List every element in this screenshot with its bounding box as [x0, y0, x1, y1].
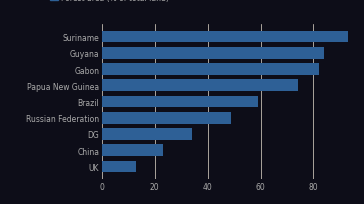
Bar — [102, 161, 136, 172]
Bar — [102, 145, 163, 156]
Bar — [102, 129, 192, 140]
Legend: Forest area (% of total land): Forest area (% of total land) — [51, 0, 169, 3]
Bar — [102, 32, 348, 43]
Bar — [102, 48, 324, 59]
Bar — [102, 80, 297, 92]
Bar — [102, 64, 319, 75]
Bar — [102, 112, 232, 124]
Bar — [102, 96, 258, 108]
